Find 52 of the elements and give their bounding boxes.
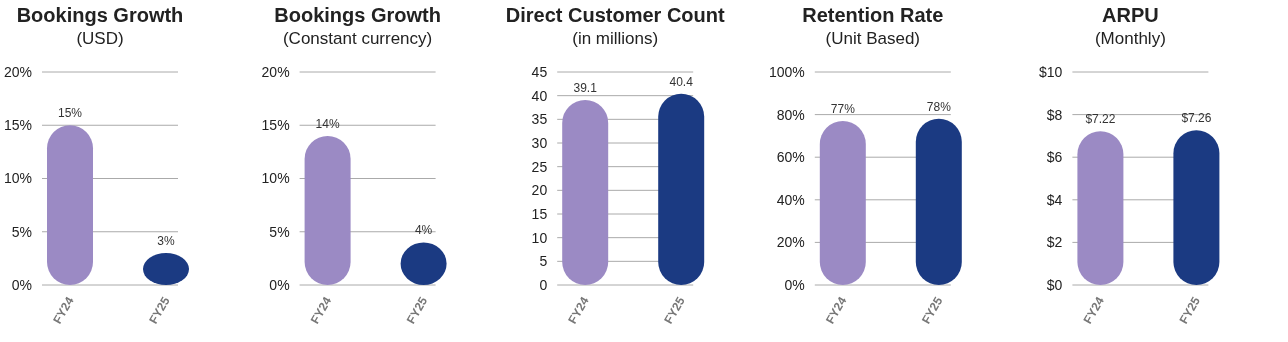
chart-title: Bookings Growth <box>16 4 184 26</box>
y-tick-label: 0 <box>539 276 548 293</box>
chart-title: Retention Rate <box>802 4 944 26</box>
data-label: 14% <box>315 116 340 131</box>
chart-subtitle: (USD) <box>76 29 124 48</box>
y-tick-label: 5% <box>269 223 290 240</box>
data-label: 3% <box>157 234 175 249</box>
y-tick-label: 15 <box>531 205 548 222</box>
y-tick-label: $4 <box>1046 191 1063 208</box>
y-tick-label: 40% <box>776 191 805 208</box>
data-label: 40.4 <box>669 74 694 89</box>
chart-title: ARPU <box>1102 4 1159 26</box>
y-tick-label: 25 <box>531 158 548 175</box>
y-tick-label: 10 <box>531 229 548 246</box>
data-label: 77% <box>830 101 856 116</box>
y-tick-label: 40 <box>531 87 548 104</box>
y-tick-label: 20% <box>3 63 32 80</box>
chart-title: Bookings Growth <box>274 4 441 26</box>
y-tick-label: 45 <box>531 63 548 80</box>
y-tick-label: $0 <box>1046 276 1063 293</box>
y-tick-label: $2 <box>1046 234 1063 251</box>
data-label: 15% <box>57 106 83 121</box>
y-tick-label: 0% <box>11 276 32 293</box>
data-label: $7.26 <box>1181 111 1212 126</box>
y-tick-label: 20% <box>261 63 290 80</box>
y-tick-label: 60% <box>776 149 805 166</box>
y-tick-label: 10% <box>3 170 32 187</box>
y-tick-label: 80% <box>776 106 805 123</box>
chart-title: Direct Customer Count <box>505 4 725 26</box>
y-tick-label: 30 <box>531 134 548 151</box>
y-tick-label: 20% <box>776 234 805 251</box>
y-tick-label: $10 <box>1039 63 1063 80</box>
data-label: 4% <box>414 223 433 238</box>
chart-subtitle: (Constant currency) <box>282 29 433 48</box>
chart-subtitle: (Monthly) <box>1094 29 1166 48</box>
chart-subtitle: (Unit Based) <box>825 29 921 48</box>
y-tick-label: $8 <box>1046 106 1063 123</box>
y-tick-label: 5% <box>11 223 32 240</box>
y-tick-label: 10% <box>261 170 290 187</box>
y-tick-label: 0% <box>269 276 290 293</box>
y-tick-label: 15% <box>3 117 32 134</box>
y-tick-label: 100% <box>768 63 805 80</box>
y-tick-label: 20 <box>531 182 548 199</box>
y-tick-label: 5 <box>539 253 548 270</box>
data-label: 78% <box>926 99 952 114</box>
y-tick-label: 35 <box>531 111 548 128</box>
y-tick-label: 0% <box>784 276 805 293</box>
data-label: $7.22 <box>1085 112 1116 127</box>
y-tick-label: 15% <box>261 117 290 134</box>
chart-subtitle: (in millions) <box>572 29 659 48</box>
data-label: 39.1 <box>573 80 598 95</box>
y-tick-label: $6 <box>1046 149 1063 166</box>
